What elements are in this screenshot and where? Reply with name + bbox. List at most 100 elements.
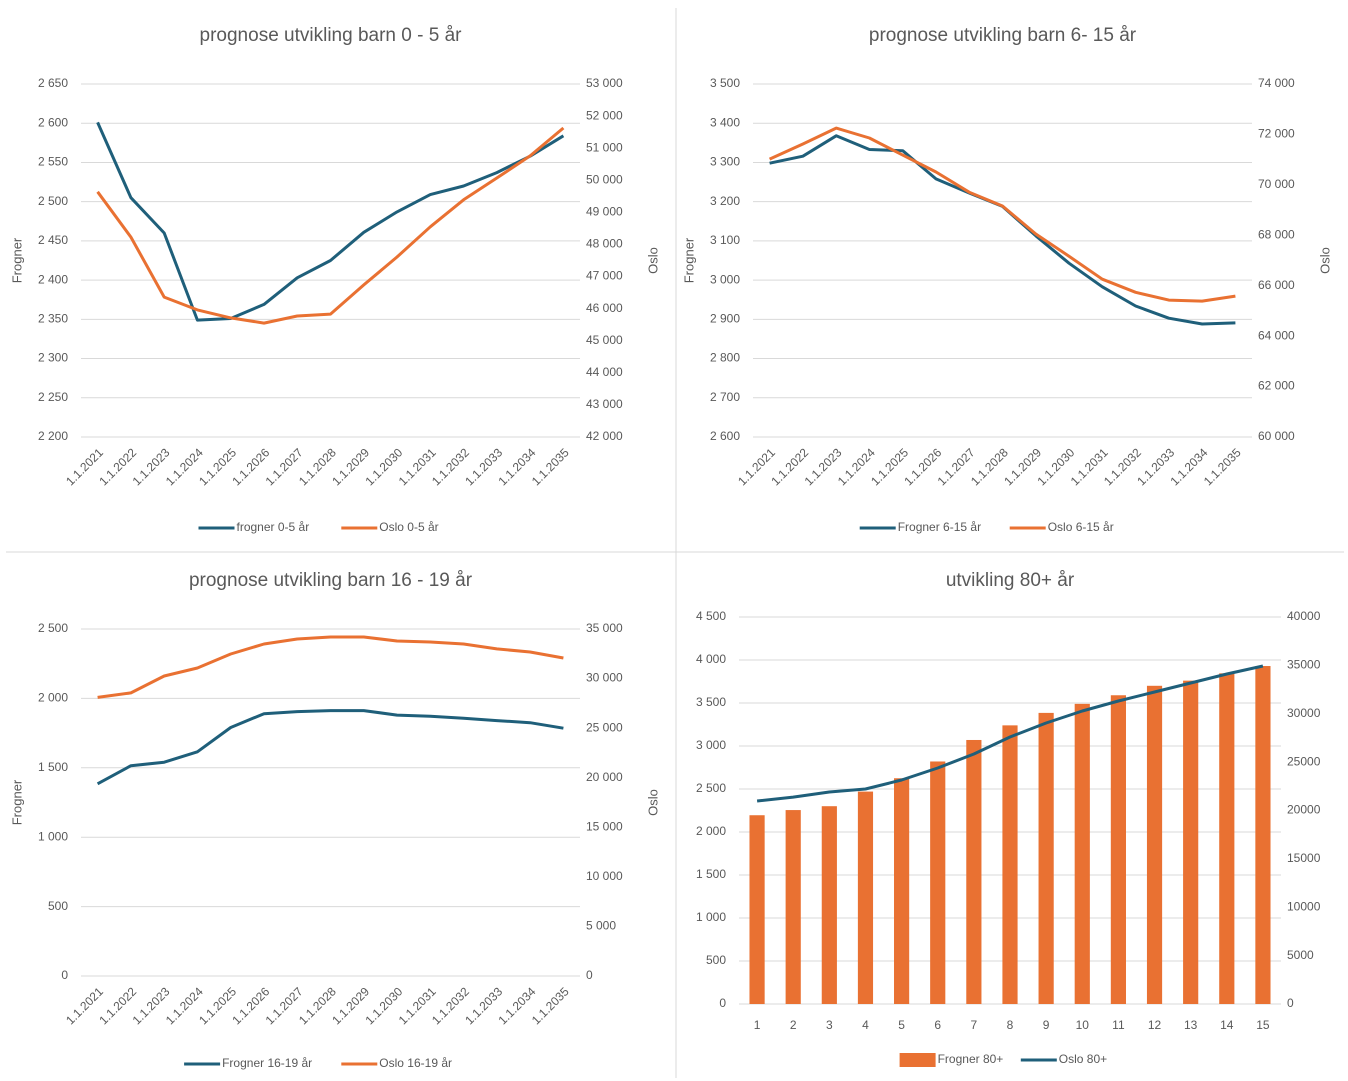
y2-tick-label: 5 000 bbox=[586, 919, 616, 933]
y2-axis-title: Oslo bbox=[645, 247, 660, 274]
legend-swatch bbox=[899, 1053, 936, 1067]
y-tick-label: 3 500 bbox=[710, 76, 740, 90]
y2-tick-label: 0 bbox=[586, 968, 593, 982]
y-tick-label: 2 350 bbox=[38, 312, 68, 326]
x-tick-label: 11 bbox=[1112, 1018, 1125, 1032]
line-series bbox=[96, 126, 565, 325]
y2-tick-label: 43 000 bbox=[586, 397, 623, 411]
y2-tick-label: 30 000 bbox=[586, 671, 623, 685]
y2-tick-label: 42 000 bbox=[586, 429, 623, 443]
y2-tick-label: 66 000 bbox=[1258, 278, 1295, 292]
y2-tick-label: 35 000 bbox=[586, 621, 623, 635]
x-tick-label: 9 bbox=[1043, 1018, 1050, 1032]
y2-tick-label: 70 000 bbox=[1258, 177, 1295, 191]
y2-tick-label: 51 000 bbox=[586, 140, 623, 154]
bar bbox=[857, 791, 874, 1004]
y-tick-label: 2 000 bbox=[38, 691, 68, 705]
y-tick-label: 500 bbox=[706, 953, 726, 967]
line-series bbox=[768, 126, 1236, 303]
y-tick-label: 1 500 bbox=[38, 760, 68, 774]
bar bbox=[1110, 695, 1126, 1004]
y-tick-label: 2 900 bbox=[710, 312, 740, 326]
y2-tick-label: 48 000 bbox=[586, 237, 623, 251]
bar bbox=[930, 761, 946, 1004]
y-axis-title: Frogner bbox=[9, 237, 24, 283]
y-tick-label: 2 300 bbox=[38, 351, 68, 365]
y2-tick-label: 49 000 bbox=[586, 205, 623, 219]
y-tick-label: 2 500 bbox=[696, 781, 726, 795]
y2-tick-label: 0 bbox=[1287, 996, 1294, 1010]
bar bbox=[1002, 725, 1018, 1004]
y2-tick-label: 45 000 bbox=[586, 333, 623, 347]
y2-tick-label: 68 000 bbox=[1258, 227, 1295, 241]
bar bbox=[821, 806, 837, 1004]
bar bbox=[1074, 703, 1090, 1004]
y-tick-label: 2 700 bbox=[710, 390, 740, 404]
y2-tick-label: 40000 bbox=[1287, 609, 1321, 623]
y2-tick-label: 72 000 bbox=[1258, 127, 1295, 141]
y-tick-label: 3 200 bbox=[710, 194, 740, 208]
y2-tick-label: 30000 bbox=[1287, 706, 1321, 720]
legend-label: Frogner 80+ bbox=[938, 1052, 1004, 1066]
y2-tick-label: 44 000 bbox=[586, 365, 623, 379]
bar bbox=[1219, 673, 1235, 1004]
y-tick-label: 1 000 bbox=[696, 910, 726, 924]
y2-axis-title: Oslo bbox=[1317, 247, 1332, 274]
x-tick-label: 8 bbox=[1007, 1018, 1014, 1032]
x-tick-label: 4 bbox=[862, 1018, 869, 1032]
x-tick-label: 12 bbox=[1148, 1018, 1162, 1032]
y-tick-label: 3 300 bbox=[710, 155, 740, 169]
y2-tick-label: 47 000 bbox=[586, 269, 623, 283]
y2-tick-label: 35000 bbox=[1287, 658, 1321, 672]
y2-tick-label: 5000 bbox=[1287, 948, 1314, 962]
legend-label: Oslo 0-5 år bbox=[379, 520, 438, 534]
y-tick-label: 3 400 bbox=[710, 115, 740, 129]
bar bbox=[749, 815, 765, 1004]
y2-tick-label: 62 000 bbox=[1258, 379, 1295, 393]
y2-tick-label: 60 000 bbox=[1258, 429, 1295, 443]
y-tick-label: 1 000 bbox=[38, 829, 68, 843]
legend-label: frogner 0-5 år bbox=[237, 520, 310, 534]
y2-tick-label: 10 000 bbox=[586, 869, 623, 883]
y-tick-label: 1 500 bbox=[696, 867, 726, 881]
y-tick-label: 2 000 bbox=[696, 824, 726, 838]
y-tick-label: 4 500 bbox=[696, 609, 726, 623]
x-tick-label: 5 bbox=[898, 1018, 905, 1032]
line-series bbox=[97, 635, 564, 699]
bar bbox=[1255, 666, 1271, 1004]
y2-tick-label: 15 000 bbox=[586, 819, 623, 833]
y-tick-label: 2 600 bbox=[38, 115, 68, 129]
y-tick-label: 2 200 bbox=[38, 429, 68, 443]
y2-tick-label: 74 000 bbox=[1258, 76, 1295, 90]
y-tick-label: 0 bbox=[61, 968, 68, 982]
y-tick-label: 2 500 bbox=[38, 621, 68, 635]
y-tick-label: 3 100 bbox=[710, 233, 740, 247]
y-tick-label: 3 000 bbox=[696, 738, 726, 752]
y2-tick-label: 20000 bbox=[1287, 803, 1321, 817]
legend-label: Frogner 6-15 år bbox=[898, 520, 981, 534]
y-tick-label: 500 bbox=[48, 899, 68, 913]
chart: utvikling 80+ år 0 500 1 000 1 500 2 000 2 500… bbox=[696, 570, 1321, 1067]
y2-tick-label: 20 000 bbox=[586, 770, 623, 784]
y-tick-label: 2 400 bbox=[38, 272, 68, 286]
legend-label: Oslo 16-19 år bbox=[379, 1056, 452, 1070]
y2-tick-label: 52 000 bbox=[586, 108, 623, 122]
line-series bbox=[96, 121, 565, 322]
x-tick-label: 6 bbox=[934, 1018, 941, 1032]
chart-title: prognose utvikling barn 6- 15 år bbox=[869, 25, 1137, 46]
y-axis-title: Frogner bbox=[9, 779, 24, 825]
x-tick-label: 7 bbox=[971, 1018, 978, 1032]
y2-tick-label: 64 000 bbox=[1258, 328, 1295, 342]
line-series bbox=[96, 709, 564, 786]
y-tick-label: 4 000 bbox=[696, 652, 726, 666]
y-tick-label: 3 000 bbox=[710, 272, 740, 286]
legend-label: Oslo 6-15 år bbox=[1048, 520, 1114, 534]
y-tick-label: 2 650 bbox=[38, 76, 68, 90]
bar bbox=[1146, 685, 1163, 1004]
y-tick-label: 3 500 bbox=[696, 695, 726, 709]
x-tick-label: 13 bbox=[1184, 1018, 1198, 1032]
y2-tick-label: 10000 bbox=[1287, 899, 1321, 913]
x-tick-label: 14 bbox=[1220, 1018, 1234, 1032]
y2-tick-label: 15000 bbox=[1287, 851, 1321, 865]
y2-tick-label: 50 000 bbox=[586, 172, 623, 186]
